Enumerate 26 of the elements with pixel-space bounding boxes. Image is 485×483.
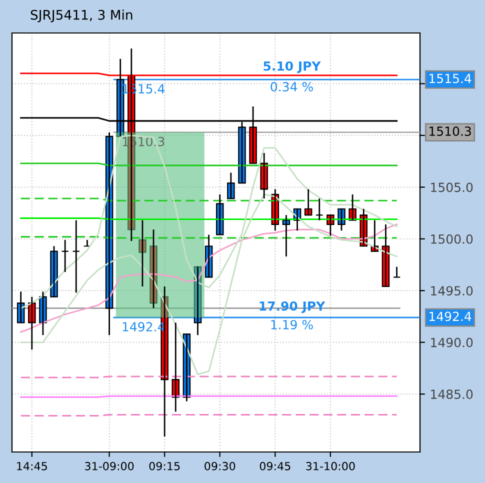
annotation: 17.90 JPY	[260, 301, 326, 314]
y-tick-label: 1485.0	[431, 390, 473, 399]
line-series	[20, 224, 398, 333]
candlestick	[392, 266, 401, 278]
x-tick-label: 31-10:00	[306, 462, 355, 470]
candlestick	[138, 220, 146, 288]
y-tick-label: 1495.0	[431, 286, 473, 296]
candlestick	[72, 220, 80, 294]
x-tick-label: 31-09:00	[85, 462, 134, 470]
annotation: 0.34 %	[270, 82, 313, 92]
y-tick-label: 1500.0	[431, 234, 473, 244]
ref-line-label: 1515.4	[430, 74, 472, 84]
x-tick-label: 09:30	[204, 462, 236, 470]
candlestick	[83, 239, 92, 247]
x-tick-label: 09:15	[149, 462, 180, 470]
ref-line-label: 1510.3	[430, 126, 471, 136]
candlestick	[61, 239, 69, 273]
ref-line-label: 1492.4	[430, 312, 472, 322]
chart-title: SJRJ5411, 3 Min	[30, 10, 132, 22]
candlestick	[316, 198, 324, 221]
x-tick-label: 09:45	[260, 462, 290, 470]
x-tick-label: 14:45	[17, 462, 47, 470]
y-tick-label: 1490.0	[431, 338, 473, 348]
annotation: 5.10 JPY	[264, 61, 321, 74]
annotation: 1.19 %	[271, 320, 313, 330]
y-tick-label: 1505.0	[431, 182, 473, 192]
